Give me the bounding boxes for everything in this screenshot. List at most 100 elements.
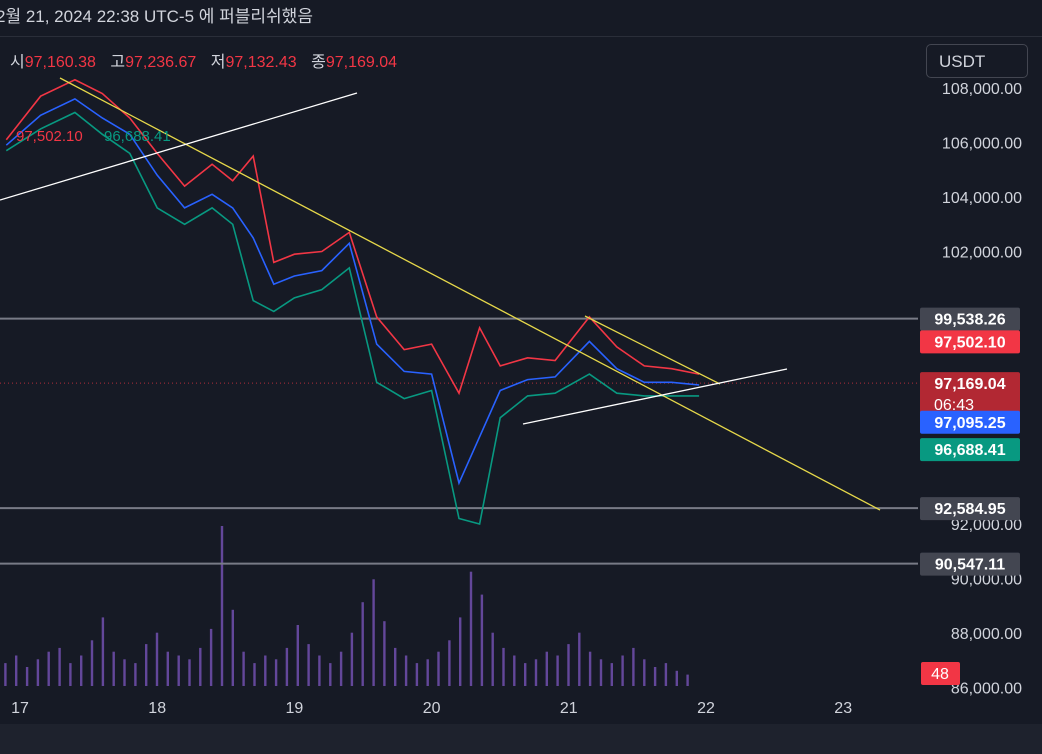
volume-bar — [404, 655, 408, 686]
volume-bar — [610, 663, 613, 686]
time-tick-label: 23 — [834, 700, 852, 717]
price-tick-label: 106,000.00 — [942, 136, 1022, 153]
volume-bar — [199, 647, 202, 686]
volume-bar — [274, 659, 278, 686]
ohlc-legend: 시97,160.38 고97,236.67 저97,132.43 종97,169… — [10, 48, 407, 72]
volume-bar — [318, 655, 321, 686]
time-tick-label: 17 — [11, 700, 29, 717]
price-tag-level-2-bg — [920, 497, 1020, 521]
middle-band-line — [5, 97, 700, 486]
price-tag-middle-band: 97,095.25 — [934, 415, 1005, 432]
volume-bar — [632, 647, 635, 686]
volume-bar — [25, 667, 29, 686]
triangle-lower-trendline — [522, 368, 788, 425]
price-tick-label: 86,000.00 — [951, 681, 1022, 698]
volume-bar — [69, 663, 72, 686]
volume-bar — [653, 667, 657, 686]
volume-bar — [101, 617, 105, 686]
volume-bar — [134, 663, 137, 686]
volume-bar — [177, 655, 180, 686]
volume-bar — [394, 647, 397, 686]
volume-bar — [426, 659, 429, 686]
time-tick-label: 22 — [697, 700, 715, 717]
volume-bar — [220, 526, 224, 686]
volume-bar — [383, 621, 386, 686]
volume-badge: 48 — [931, 666, 949, 683]
volume-bar — [491, 632, 494, 686]
volume-bar — [329, 663, 332, 686]
price-tag-upper-band-bg — [920, 330, 1020, 354]
plot-background — [0, 37, 1034, 687]
volume-bar — [469, 571, 473, 686]
publish-date-text: 2월 21, 2024 22:38 UTC-5 에 퍼블리쉬했음 — [0, 7, 313, 26]
volume-bar — [166, 651, 169, 686]
price-tag-lower-band-bg — [920, 438, 1020, 462]
volume-bar — [58, 647, 61, 686]
volume-bar — [188, 659, 191, 686]
volume-bar — [480, 594, 484, 686]
close-label: 종 — [311, 54, 326, 71]
volume-bar — [253, 663, 256, 686]
volume-bar — [675, 670, 678, 686]
volume-bar — [47, 651, 50, 686]
volume-bar — [567, 644, 570, 686]
open-value: 97,160.38 — [24, 54, 96, 71]
volume-bar — [112, 651, 115, 686]
time-tick-label: 19 — [286, 700, 304, 717]
volume-bar — [350, 632, 354, 686]
volume-bar — [415, 663, 419, 686]
volume-bar — [307, 644, 310, 686]
volume-bar — [621, 655, 624, 686]
volume-bar — [145, 644, 148, 686]
volume-bar — [643, 659, 646, 686]
volume-bar — [285, 647, 289, 686]
volume-bar — [15, 655, 18, 686]
price-tick-label: 92,000.00 — [951, 517, 1022, 534]
volume-bar — [4, 663, 7, 686]
volume-bar — [448, 640, 451, 686]
volume-bar — [588, 651, 592, 686]
volume-bar — [556, 655, 559, 686]
high-label: 고 — [110, 54, 126, 71]
volume-bar — [80, 655, 83, 686]
volume-bar — [524, 663, 527, 686]
price-tag-middle-band-bg — [920, 410, 1020, 434]
price-tick-label: 102,000.00 — [942, 245, 1022, 262]
ma-lower-label: 96,688.41 — [104, 128, 171, 145]
price-tag-level-1: 99,538.26 — [934, 312, 1005, 329]
triangle-upper-trendline — [584, 315, 721, 385]
lower-band-line — [5, 111, 700, 525]
volume-bar — [502, 647, 505, 686]
bottom-toolbar — [0, 724, 1042, 754]
volume-bar — [578, 632, 581, 686]
time-tick-label: 21 — [560, 700, 578, 717]
close-value: 97,169.04 — [325, 54, 398, 71]
price-tick-label: 104,000.00 — [942, 190, 1022, 207]
volume-bar — [36, 659, 40, 686]
price-tag-last-bg — [920, 372, 1020, 417]
price-chart[interactable]: 108,000.00 106,000.00 104,000.00 102,000.00… — [0, 37, 1042, 723]
volume-bar — [242, 651, 245, 686]
volume-bar — [209, 628, 213, 686]
volume-bar — [123, 659, 126, 686]
ma-upper-label: 97,502.10 — [16, 128, 83, 145]
price-tag-level-2: 92,584.95 — [934, 501, 1005, 518]
chart-area[interactable]: 108,000.00 106,000.00 104,000.00 102,000.00… — [0, 37, 1042, 723]
ascending-channel-line — [0, 92, 358, 201]
volume-bar — [437, 651, 440, 686]
price-tick-label: 88,000.00 — [951, 626, 1022, 643]
volume-bar — [545, 651, 548, 686]
volume-bar — [686, 674, 689, 686]
price-tag-countdown: 06:43 — [934, 397, 974, 414]
low-label: 저 — [210, 54, 226, 71]
price-tag-last: 97,169.04 — [934, 376, 1005, 393]
price-tick-label: 108,000.00 — [942, 81, 1022, 98]
publish-header: 2월 21, 2024 22:38 UTC-5 에 퍼블리쉬했음 — [0, 0, 1042, 37]
volume-bar — [296, 625, 299, 686]
currency-button[interactable]: USDT — [926, 44, 1028, 78]
volume-bar — [361, 602, 364, 686]
volume-bar — [513, 655, 516, 686]
volume-bar — [155, 632, 159, 686]
price-tag-level-1-bg — [920, 307, 1020, 331]
volume-bar — [372, 579, 375, 686]
